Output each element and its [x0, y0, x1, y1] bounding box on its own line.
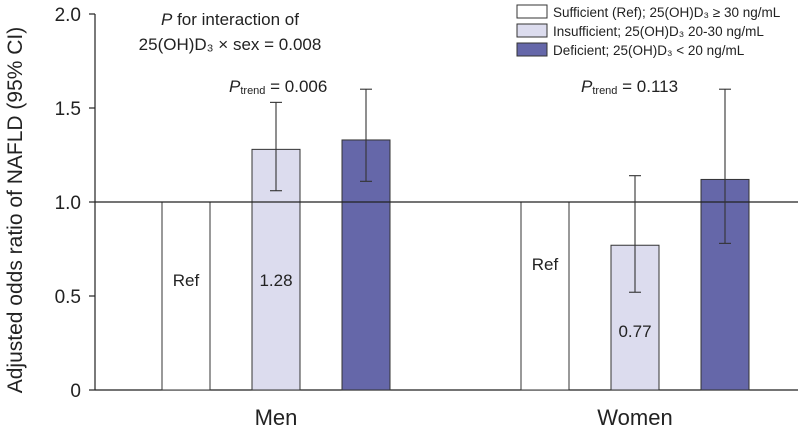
legend-swatch [516, 42, 548, 57]
interaction-annotation-line1: P for interaction of [161, 10, 299, 29]
legend-swatch [516, 23, 548, 38]
women-p-value: = 0.113 [617, 77, 678, 96]
bar-value-label: Ref [532, 255, 559, 274]
interaction-p-letter: P [161, 10, 173, 29]
men-p-sub: trend [240, 85, 265, 97]
y-tick-label: 0.5 [55, 287, 81, 308]
men-p-letter: P [229, 77, 241, 96]
y-tick-label: 2.0 [55, 5, 81, 26]
y-axis-title: Adjusted odds ratio of NAFLD (95% CI) [4, 27, 27, 394]
legend-label: Deficient; 25(OH)D₃ < 20 ng/mL [553, 43, 745, 58]
y-tick-label: 1.0 [55, 193, 81, 214]
women-p-sub: trend [592, 85, 617, 97]
men-p-trend: Ptrend = 0.006 [229, 77, 327, 97]
bar [161, 201, 211, 391]
bar-value-label: 1.33 [349, 0, 382, 4]
interaction-annotation-line2: 25(OH)D₃ × sex = 0.008 [139, 35, 322, 54]
legend-swatch [516, 4, 548, 19]
legend: Sufficient (Ref); 25(OH)D₃ ≥ 30 ng/mL Ins… [516, 4, 781, 58]
bar-value-label: 1.12 [708, 0, 741, 4]
y-tick-label: 1.5 [55, 99, 81, 120]
men-p-value: = 0.006 [265, 77, 327, 96]
plot-area: 0 0.5 1.0 1.5 2.0 Ref Ref 1.28 0.77 1.33 1.12 Men Wo… [55, 0, 798, 430]
bar-value-label: Ref [173, 271, 200, 290]
women-p-letter: P [581, 77, 593, 96]
women-p-trend: Ptrend = 0.113 [581, 77, 678, 97]
x-category-label: Women [597, 405, 672, 430]
legend-label: Insufficient; 25(OH)D₃ 20-30 ng/mL [553, 24, 764, 39]
legend-label: Sufficient (Ref); 25(OH)D₃ ≥ 30 ng/mL [553, 5, 781, 20]
bar [520, 201, 570, 391]
bar-value-label: 1.28 [259, 271, 292, 290]
interaction-line1-rest: for interaction of [172, 10, 299, 29]
y-tick-label: 0 [70, 381, 81, 402]
bar-value-label: 0.77 [618, 322, 651, 341]
x-category-label: Men [255, 405, 298, 430]
